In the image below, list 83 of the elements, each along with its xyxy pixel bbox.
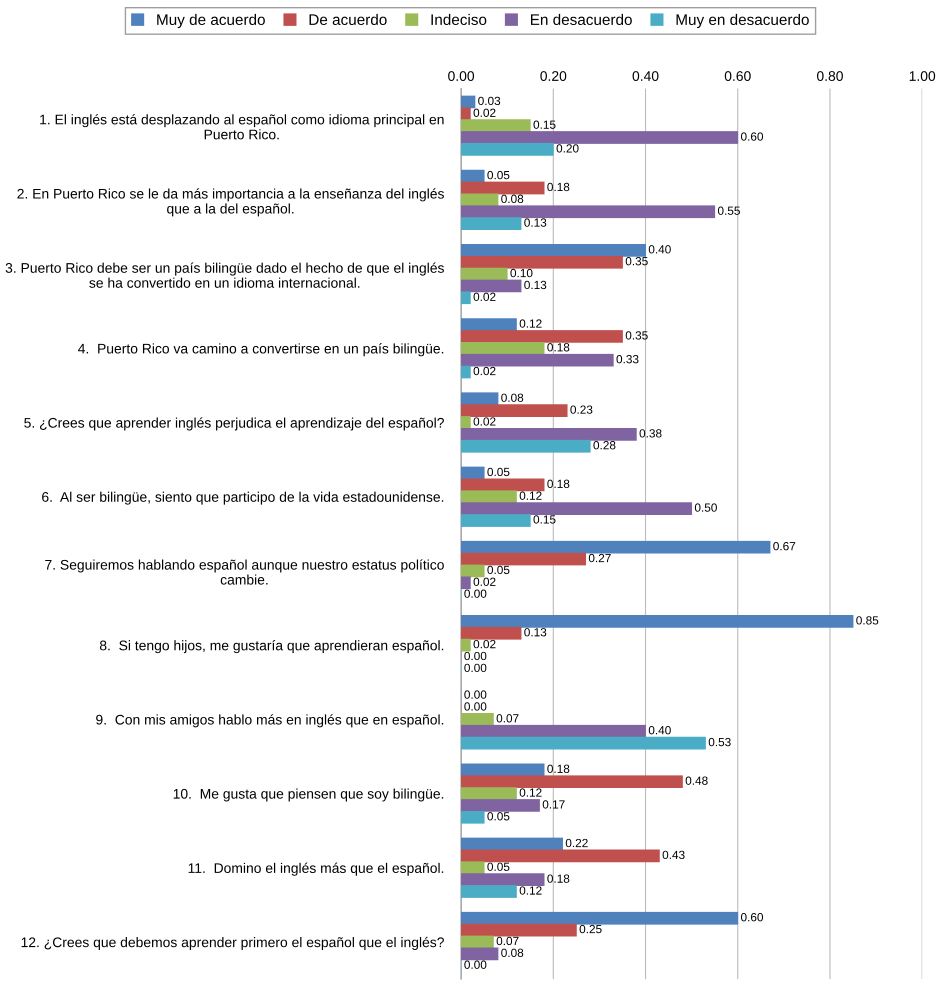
data-label: 0.48 <box>686 776 708 785</box>
data-label: 0.15 <box>533 120 556 129</box>
y-tick-label: 4. Puerto Rico va camino a convertirse en un país bilingüe. <box>78 343 444 356</box>
data-label: 0.67 <box>773 542 796 550</box>
y-tick-label: 3. Puerto Rico debe ser un país bilingüe dado el hecho de que el inglés se ha convertido en un idioma internacional. <box>6 262 444 288</box>
legend-label: De acuerdo <box>310 14 387 26</box>
y-tick-label: 7. Seguiremos hablando español aunque nuestro estatus político cambie. <box>45 559 444 585</box>
data-label: 0.40 <box>648 726 671 734</box>
data-label: 0.50 <box>694 503 717 512</box>
data-label: 0.13 <box>524 628 546 636</box>
data-label: 0.18 <box>547 182 570 192</box>
data-label: 0.43 <box>662 850 685 860</box>
data-label: 0.00 <box>464 702 486 711</box>
legend-label: En desacuerdo <box>530 14 632 26</box>
data-label: 0.02 <box>474 640 496 648</box>
data-label: 0.12 <box>520 788 542 797</box>
data-label: 0.13 <box>524 280 546 290</box>
data-label: 0.00 <box>464 664 486 672</box>
data-label: 0.00 <box>464 690 486 699</box>
x-tick-label: 0.40 <box>632 71 658 81</box>
data-label: 0.07 <box>496 714 519 723</box>
data-label: 0.12 <box>520 319 542 328</box>
data-label: 0.08 <box>501 194 524 204</box>
y-tick-label: 10. Me gusta que piensen que soy bilingüe. <box>174 788 444 802</box>
data-label: 0.15 <box>533 515 556 524</box>
data-label: 0.18 <box>547 764 570 773</box>
data-label: 0.02 <box>474 108 496 117</box>
data-label: 0.28 <box>593 441 616 450</box>
y-tick-label: 2. En Puerto Rico se le da más importancia a la enseñanza del inglés que a la del español. <box>17 188 444 216</box>
data-label: 0.18 <box>547 874 570 883</box>
data-label: 0.12 <box>520 492 542 500</box>
data-label: 0.10 <box>510 268 532 278</box>
data-label: 0.85 <box>856 616 878 625</box>
y-tick-label: 11. Domino el inglés más que el español. <box>188 862 444 876</box>
y-tick-label: 12. ¿Crees que debemos aprender primero el español que el inglés? <box>22 936 444 950</box>
data-label: 0.00 <box>464 652 486 660</box>
data-label: 0.38 <box>640 429 662 438</box>
data-label: 0.23 <box>570 405 592 414</box>
data-label: 0.35 <box>626 257 648 266</box>
data-label: 0.05 <box>487 862 510 871</box>
data-label: 0.27 <box>588 554 611 562</box>
data-label: 0.02 <box>474 292 496 301</box>
data-label: 0.02 <box>474 366 496 376</box>
x-tick-label: 0.00 <box>448 71 474 81</box>
data-label: 0.08 <box>501 948 524 958</box>
legend-label: Muy de acuerdo <box>157 14 265 28</box>
data-label: 0.20 <box>556 144 579 153</box>
data-label: 0.12 <box>520 886 542 895</box>
data-label: 0.22 <box>566 838 588 848</box>
data-label: 0.02 <box>474 578 496 586</box>
data-label: 0.53 <box>708 738 731 746</box>
data-label: 0.05 <box>487 566 510 574</box>
y-tick-label: 9. Con mis amigos hablo más en inglés que en español. <box>96 714 444 728</box>
data-label: 0.00 <box>464 960 486 969</box>
data-label: 0.18 <box>547 480 570 488</box>
legend-label: Indeciso <box>431 14 486 26</box>
data-label: 0.33 <box>616 354 638 364</box>
data-label: 0.05 <box>487 170 510 180</box>
data-label: 0.35 <box>626 331 648 340</box>
data-label: 0.07 <box>496 936 519 946</box>
y-tick-label: 5. ¿Crees que aprender inglés perjudica el aprendizaje del español? <box>24 417 444 430</box>
data-label: 0.18 <box>547 343 570 352</box>
data-label: 0.17 <box>542 800 565 809</box>
legend-label: Muy en desacuerdo <box>676 14 809 28</box>
data-label: 0.13 <box>524 218 546 227</box>
data-label: 0.40 <box>648 245 671 254</box>
x-tick-label: 0.60 <box>724 71 751 81</box>
x-tick-label: 1.00 <box>910 71 936 81</box>
x-tick-label: 0.20 <box>540 71 566 81</box>
x-tick-label: 0.80 <box>816 71 843 81</box>
data-label: 0.25 <box>580 924 602 934</box>
data-label: 0.08 <box>501 394 524 402</box>
data-label: 0.02 <box>474 417 496 426</box>
data-label: 0.55 <box>718 206 740 215</box>
data-label: 0.05 <box>487 812 510 820</box>
y-tick-label: 1. El inglés está desplazando al español como idioma principal en Puerto Rico. <box>40 114 444 140</box>
data-label: 0.60 <box>740 913 764 922</box>
y-tick-label: 6. Al ser bilingüe, siento que participo de la vida estadounidense. <box>42 492 444 505</box>
data-label: 0.00 <box>464 589 486 598</box>
y-tick-label: 8. Si tengo hijos, me gustaría que aprendieran español. <box>100 640 444 654</box>
data-label: 0.60 <box>740 132 764 141</box>
data-label: 0.03 <box>478 96 500 106</box>
data-label: 0.05 <box>487 468 510 476</box>
